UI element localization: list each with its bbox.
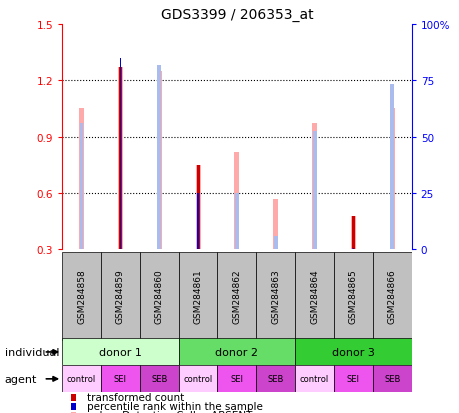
- Bar: [197, 194, 198, 250]
- Text: percentile rank within the sample: percentile rank within the sample: [87, 401, 263, 411]
- Bar: [295, 252, 333, 341]
- Bar: [118, 68, 122, 250]
- Bar: [389, 109, 394, 250]
- Text: GSM284865: GSM284865: [348, 269, 357, 324]
- Bar: [62, 252, 101, 341]
- Bar: [235, 194, 238, 250]
- Bar: [312, 132, 316, 250]
- Bar: [273, 237, 277, 250]
- Bar: [372, 252, 411, 341]
- Bar: [256, 252, 295, 341]
- Bar: [295, 366, 333, 392]
- Bar: [217, 252, 256, 341]
- Bar: [79, 124, 83, 250]
- Bar: [390, 85, 393, 250]
- Text: GSM284862: GSM284862: [232, 269, 241, 323]
- Text: GSM284859: GSM284859: [116, 269, 124, 324]
- Text: individual: individual: [5, 347, 59, 357]
- Text: SEB: SEB: [383, 375, 400, 383]
- Bar: [140, 366, 178, 392]
- Title: GDS3399 / 206353_at: GDS3399 / 206353_at: [160, 8, 313, 22]
- Text: agent: agent: [5, 374, 37, 384]
- Bar: [333, 252, 372, 341]
- Bar: [333, 366, 372, 392]
- Bar: [157, 66, 161, 250]
- Bar: [101, 366, 140, 392]
- Bar: [157, 72, 162, 250]
- Text: GSM284860: GSM284860: [154, 269, 163, 324]
- Text: GSM284863: GSM284863: [271, 269, 280, 324]
- Bar: [217, 366, 256, 392]
- Text: control: control: [183, 375, 212, 383]
- Bar: [140, 252, 178, 341]
- Text: donor 1: donor 1: [99, 347, 141, 357]
- Text: GSM284866: GSM284866: [387, 269, 396, 324]
- Bar: [352, 248, 353, 250]
- Bar: [372, 366, 411, 392]
- Text: SEI: SEI: [346, 375, 359, 383]
- Text: GSM284861: GSM284861: [193, 269, 202, 324]
- Bar: [118, 68, 123, 250]
- Text: donor 3: donor 3: [331, 347, 374, 357]
- Bar: [234, 152, 239, 250]
- Bar: [195, 166, 200, 250]
- Text: transformed count: transformed count: [87, 392, 184, 402]
- Bar: [79, 109, 84, 250]
- Text: SEB: SEB: [267, 375, 283, 383]
- Bar: [62, 366, 101, 392]
- Text: control: control: [67, 375, 96, 383]
- Bar: [178, 252, 217, 341]
- Bar: [295, 339, 411, 366]
- Bar: [256, 366, 295, 392]
- Bar: [119, 59, 121, 250]
- Text: GSM284864: GSM284864: [309, 269, 319, 323]
- Bar: [351, 216, 354, 250]
- Bar: [273, 199, 278, 250]
- Text: donor 2: donor 2: [215, 347, 258, 357]
- Bar: [178, 366, 217, 392]
- Text: SEI: SEI: [230, 375, 243, 383]
- Text: SEB: SEB: [151, 375, 167, 383]
- Bar: [196, 166, 199, 250]
- Bar: [101, 252, 140, 341]
- Text: SEI: SEI: [114, 375, 127, 383]
- Bar: [62, 339, 178, 366]
- Bar: [350, 216, 355, 250]
- Text: GSM284858: GSM284858: [77, 269, 86, 324]
- Text: value, Detection Call = ABSENT: value, Detection Call = ABSENT: [87, 411, 252, 413]
- Bar: [311, 124, 316, 250]
- Bar: [178, 339, 295, 366]
- Text: control: control: [299, 375, 329, 383]
